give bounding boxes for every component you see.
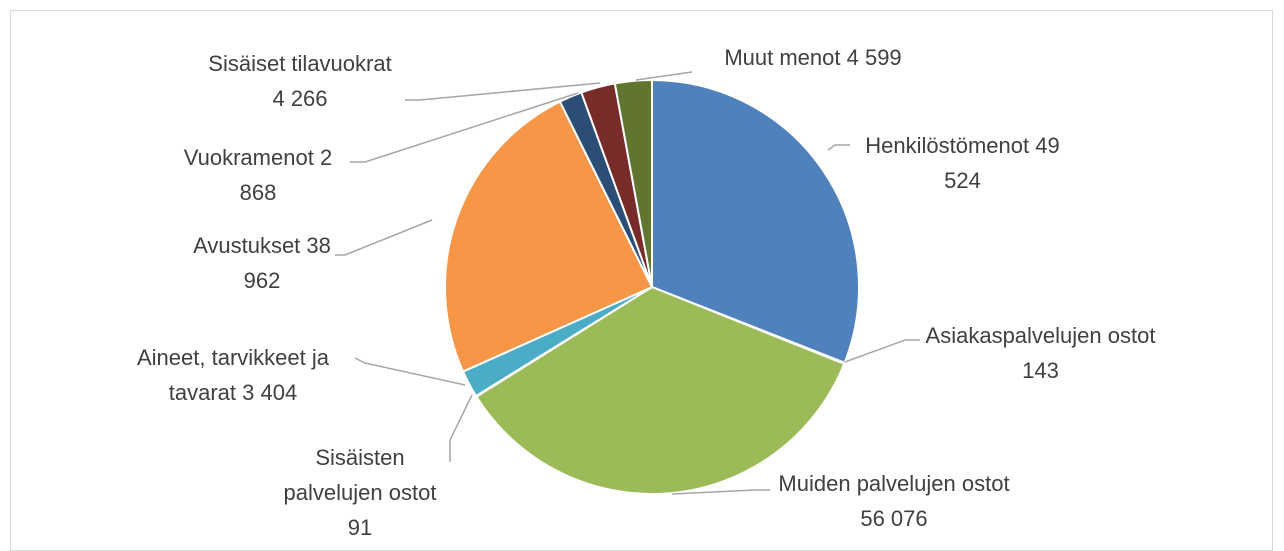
label-category: Henkilöstömenot [865,133,1030,158]
data-label: Vuokramenot 2 868 [183,140,333,210]
label-value: 49 524 [944,133,1060,193]
label-category: Sisäiset tilavuokrat [208,51,392,76]
label-category: Muiden palvelujen ostot [778,471,1010,496]
pie-slice [651,78,860,365]
data-label: Aineet, tarvikkeet ja tavarat 3 404 [113,340,353,410]
leader-line [844,339,920,363]
leader-line [671,489,770,495]
label-value: 4 599 [846,45,902,70]
label-value: 3 404 [242,380,298,405]
label-value: 4 266 [272,86,328,111]
pie-slice [444,100,654,373]
data-label: Sisäisten palvelujen ostot 91 [270,440,450,545]
data-label: Henkilöstömenot 49 524 [850,128,1075,198]
label-category: Muut menot [724,45,841,70]
data-label: Sisäiset tilavuokrat 4 266 [205,46,395,116]
leader-line [354,357,466,386]
label-category: Avustukset [193,233,301,258]
label-value: 2 868 [239,145,333,205]
label-category: Aineet, tarvikkeet ja tavarat [137,345,329,405]
data-label: Avustukset 38 962 [192,228,332,298]
leader-line [635,71,693,81]
label-category: Vuokramenot [183,145,314,170]
leader-line [335,219,433,256]
leader-line [350,92,579,163]
data-label: Asiakaspalvelujen ostot 143 [918,318,1163,388]
leader-line [405,82,601,101]
label-value: 56 076 [860,506,928,531]
pie-slice [475,285,846,495]
leader-line [827,144,850,151]
data-label: Muut menot 4 599 [688,40,938,75]
leader-line [449,394,473,462]
label-value: 143 [1022,358,1059,383]
label-value: 38 962 [243,233,331,293]
label-category: Asiakaspalvelujen ostot [925,323,1156,348]
label-category: Sisäisten palvelujen ostot [283,445,437,505]
label-value: 91 [347,515,373,540]
data-label: Muiden palvelujen ostot 56 076 [768,466,1020,536]
pie-slice [613,78,653,288]
